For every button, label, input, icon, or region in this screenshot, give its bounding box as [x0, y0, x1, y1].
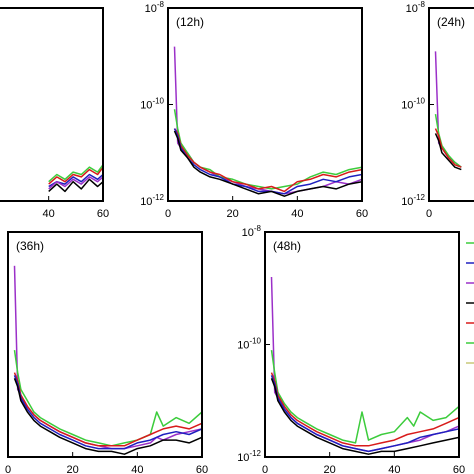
panel-1: 40 60 [0, 7, 109, 220]
panel-label: (36h) [16, 239, 44, 253]
series-line-3 [48, 166, 103, 185]
series-line-4 [270, 375, 459, 453]
series-line-3 [434, 128, 462, 168]
x-tick-label: 20 [324, 464, 336, 474]
panel-frame [167, 7, 363, 202]
x-tick-label: 60 [196, 464, 208, 474]
panel-label: (12h) [176, 15, 204, 29]
series-group [270, 276, 459, 455]
y-tick-label: 10-10 [237, 337, 261, 352]
series-line-2 [434, 113, 462, 168]
series-line-4 [13, 375, 202, 450]
series-group [434, 51, 462, 171]
panel-2: 0 20 40 60 10-12 10-10 10-8 (12h) [140, 0, 368, 220]
x-tick-label: 0 [426, 208, 432, 220]
x-tick-label: 20 [227, 208, 239, 220]
panel-frame [0, 7, 104, 202]
series-group [13, 265, 202, 455]
series-line-4 [173, 128, 362, 195]
x-tick-label: 60 [453, 464, 465, 474]
series-group [48, 164, 103, 193]
x-tick-label: 40 [43, 208, 55, 220]
series-line-3 [270, 372, 459, 447]
series-line-5 [13, 378, 202, 455]
y-tick-label: 10-10 [401, 97, 425, 112]
series-line-5 [173, 130, 362, 197]
x-tick-label: 60 [356, 208, 368, 220]
x-tick-label: 0 [165, 208, 171, 220]
panel-label: (48h) [273, 239, 301, 253]
x-tick-label: 0 [262, 464, 268, 474]
series-line-3 [173, 128, 362, 193]
panel-frame [7, 231, 203, 458]
series-line-3 [13, 372, 202, 447]
y-tick-label: 10-12 [140, 193, 164, 208]
y-tick-label: 10-12 [237, 449, 261, 464]
series-line-2 [270, 349, 459, 444]
y-tick-label: 10-8 [242, 224, 262, 239]
x-tick-label: 0 [5, 464, 11, 474]
y-tick-label: 10-8 [145, 0, 165, 15]
panel-frame [428, 7, 474, 202]
y-tick-label: 10-8 [406, 0, 426, 15]
x-tick-label: 40 [388, 464, 400, 474]
panel-label: (24h) [437, 15, 465, 29]
series-line-1 [173, 46, 362, 195]
x-tick-label: 40 [291, 208, 303, 220]
series-line-1 [434, 51, 462, 168]
series-line-5 [48, 176, 103, 190]
series-line-2 [13, 349, 202, 447]
series-line-5 [270, 378, 459, 455]
panel-3: 010-12 10-10 10-8 (24h) [401, 0, 474, 220]
legend [466, 242, 474, 364]
series-group [173, 46, 362, 197]
x-tick-label: 60 [97, 208, 109, 220]
series-line-4 [48, 164, 103, 183]
series-line-1 [48, 178, 103, 193]
series-line-4 [434, 133, 462, 171]
x-tick-label: 20 [67, 464, 79, 474]
y-tick-label: 10-12 [401, 193, 425, 208]
x-tick-label: 40 [131, 464, 143, 474]
y-tick-label: 10-10 [140, 97, 164, 112]
